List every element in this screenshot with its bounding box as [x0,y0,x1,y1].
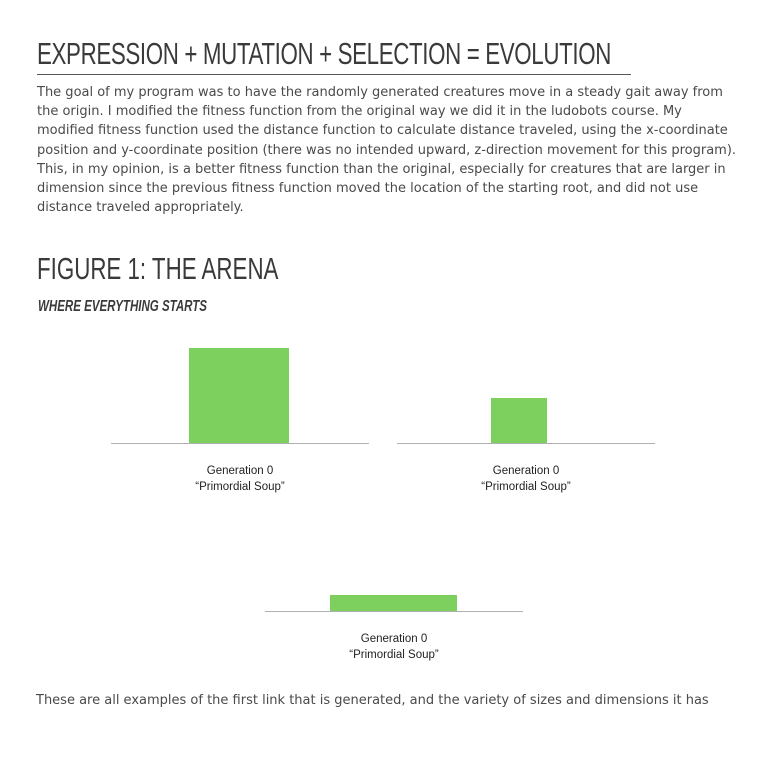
section-title: EXPRESSION + MUTATION + SELECTION = EVOL… [37,36,611,71]
figure-panel-2: Generation 0 “Primordial Soup” [397,340,655,500]
figure-description: These are all examples of the first link… [36,693,709,708]
ground-line [265,611,523,612]
link-block-flat [330,595,457,611]
figure-panel-1: Generation 0 “Primordial Soup” [111,340,369,500]
ground-line [111,443,369,444]
panel-caption: Generation 0 “Primordial Soup” [265,632,523,663]
caption-generation: Generation 0 [360,633,428,645]
link-block-medium [491,398,547,443]
caption-label: “Primordial Soup” [481,480,571,493]
figure-subtitle: WHERE EVERYTHING STARTS [38,298,207,315]
title-underline [37,74,631,75]
figure-title: FIGURE 1: THE ARENA [37,251,279,286]
caption-generation: Generation 0 [206,465,274,477]
caption-generation: Generation 0 [492,465,560,477]
caption-label: “Primordial Soup” [195,480,285,493]
panel-caption: Generation 0 “Primordial Soup” [111,464,369,495]
panel-caption: Generation 0 “Primordial Soup” [397,464,655,495]
link-block-large [189,348,289,443]
intro-paragraph: The goal of my program was to have the r… [37,85,737,216]
ground-line [397,443,655,444]
caption-label: “Primordial Soup” [349,648,439,661]
figure-panel-3: Generation 0 “Primordial Soup” [265,580,523,670]
